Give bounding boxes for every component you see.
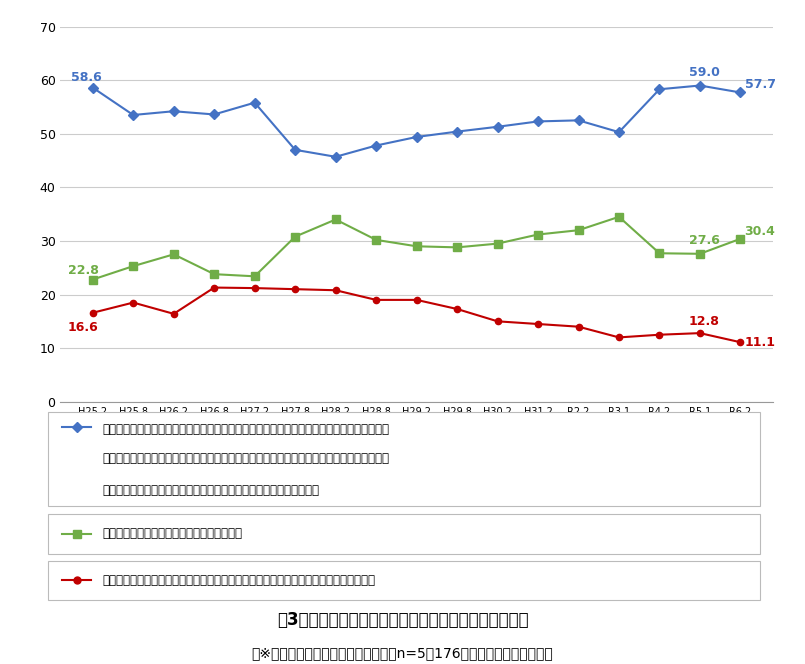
Text: 22.8: 22.8: [68, 264, 99, 277]
Text: 57.7: 57.7: [745, 78, 775, 92]
Text: 以外の要因でもがんは発生するのだから、残更気にしない」の合計）: 以外の要因でもがんは発生するのだから、残更気にしない」の合計）: [102, 484, 319, 497]
Text: 30.4: 30.4: [745, 224, 775, 238]
Text: 58.6: 58.6: [71, 70, 101, 84]
Text: は低く、現在の検査体制の下で流通している食品であれば受け入れられる」と「放射性物質: は低く、現在の検査体制の下で流通している食品であれば受け入れられる」と「放射性物…: [102, 452, 389, 465]
Text: （※グラフ中の値は調査対象者全体（n=5，176）に対する割合です。）: （※グラフ中の値は調査対象者全体（n=5，176）に対する割合です。）: [252, 646, 553, 661]
FancyBboxPatch shape: [47, 412, 760, 506]
Text: 12.8: 12.8: [689, 315, 720, 328]
FancyBboxPatch shape: [47, 560, 760, 600]
Text: 11.1: 11.1: [745, 337, 775, 349]
FancyBboxPatch shape: [47, 514, 760, 554]
Text: 16.6: 16.6: [68, 321, 98, 334]
Text: 図3　放射線における低線量被ばくのリスクの受け止め: 図3 放射線における低線量被ばくのリスクの受け止め: [277, 612, 528, 629]
Text: 基準値以内であっても少しでも発がんリスクが高まる可能性があり、受け入れられない: 基準値以内であっても少しでも発がんリスクが高まる可能性があり、受け入れられない: [102, 574, 375, 587]
Text: 27.6: 27.6: [689, 234, 720, 247]
Text: 十分な情報がないためリスクを考えられない: 十分な情報がないためリスクを考えられない: [102, 527, 242, 540]
Text: 一定のリスクを受け入れられる（「基準値以内であれば、他の発がん要因と比べてもリスク: 一定のリスクを受け入れられる（「基準値以内であれば、他の発がん要因と比べてもリス…: [102, 423, 389, 436]
Text: 59.0: 59.0: [689, 66, 720, 79]
